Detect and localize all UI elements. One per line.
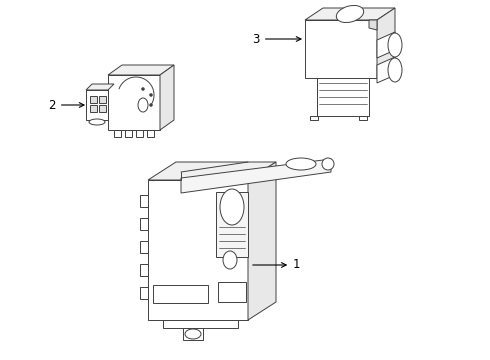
Polygon shape (148, 162, 276, 180)
Ellipse shape (336, 5, 364, 23)
Polygon shape (86, 90, 108, 120)
Polygon shape (377, 57, 395, 83)
Polygon shape (108, 75, 160, 130)
Bar (147, 130, 154, 137)
Polygon shape (305, 8, 395, 20)
Ellipse shape (286, 158, 316, 170)
Polygon shape (163, 320, 238, 328)
Polygon shape (369, 20, 377, 30)
Ellipse shape (142, 87, 145, 90)
Text: 1: 1 (253, 258, 300, 271)
Bar (359, 116, 367, 120)
Bar (310, 116, 318, 120)
Bar (140, 287, 148, 299)
Ellipse shape (388, 33, 402, 57)
Polygon shape (183, 328, 203, 340)
Polygon shape (108, 65, 174, 75)
Text: 3: 3 (253, 32, 301, 45)
Ellipse shape (223, 251, 237, 269)
Bar (99, 96, 106, 103)
Bar (114, 130, 121, 137)
Ellipse shape (322, 158, 334, 170)
Polygon shape (377, 32, 395, 58)
Bar (140, 264, 148, 276)
Ellipse shape (388, 58, 402, 82)
Bar (218, 282, 246, 302)
Bar (216, 192, 248, 257)
Ellipse shape (220, 189, 244, 225)
Bar (140, 218, 148, 230)
Ellipse shape (89, 119, 105, 125)
Ellipse shape (185, 329, 201, 339)
Bar (153, 285, 208, 303)
Bar (136, 130, 143, 137)
Ellipse shape (149, 94, 152, 96)
Bar (90, 96, 97, 103)
Polygon shape (181, 159, 331, 193)
Ellipse shape (138, 98, 148, 112)
Bar (125, 130, 132, 137)
Bar (140, 195, 148, 207)
Polygon shape (377, 8, 395, 78)
Polygon shape (305, 20, 377, 78)
Polygon shape (160, 65, 174, 130)
Polygon shape (86, 84, 114, 90)
Ellipse shape (149, 104, 152, 107)
Bar (99, 105, 106, 112)
Text: 2: 2 (49, 99, 84, 112)
Polygon shape (248, 162, 276, 320)
Polygon shape (148, 180, 248, 320)
Bar (140, 241, 148, 253)
Bar (90, 105, 97, 112)
